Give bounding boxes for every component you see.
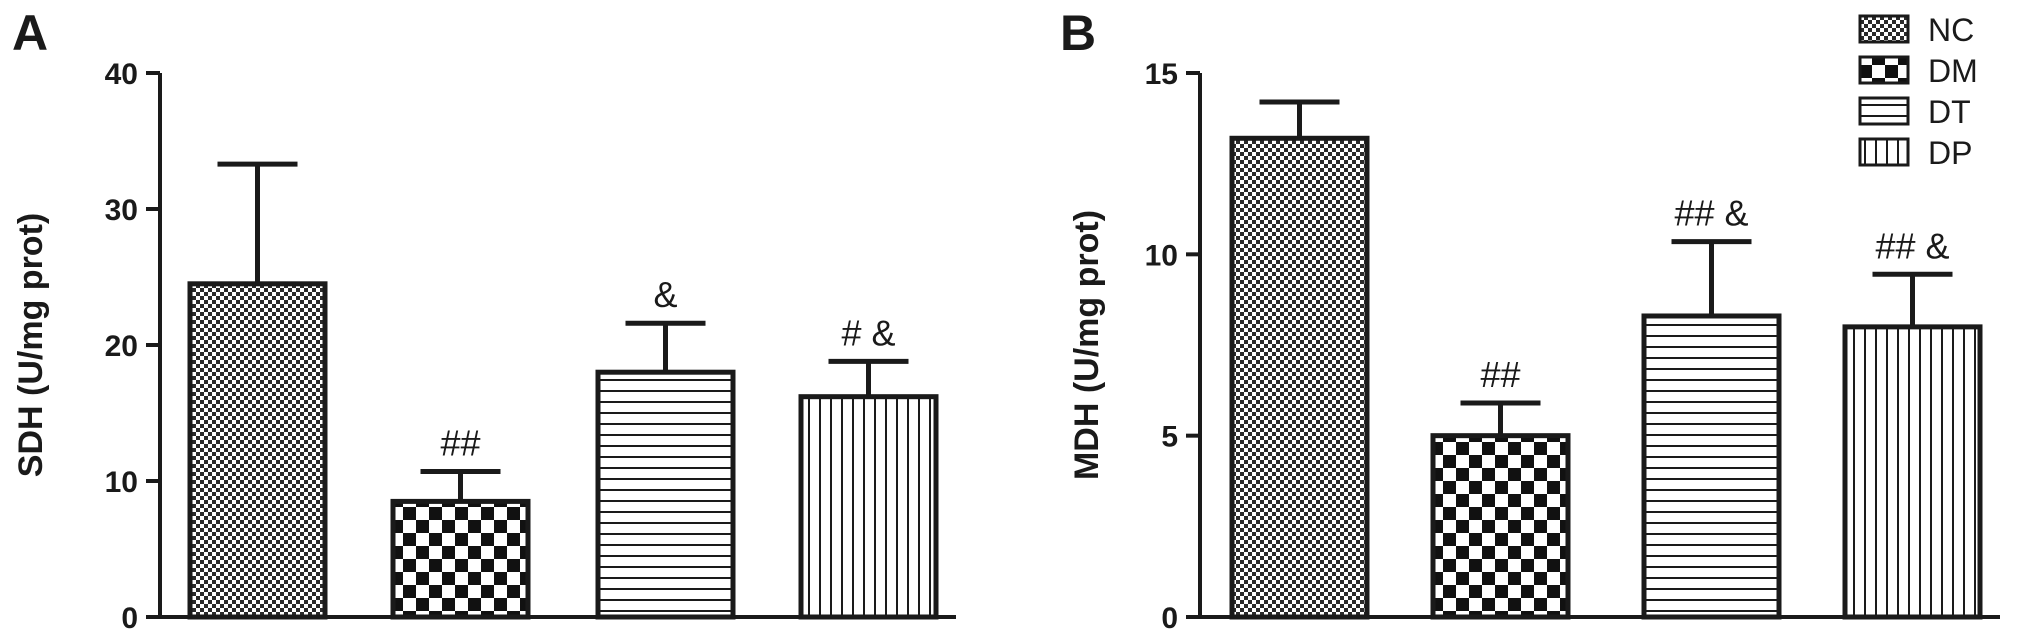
panel-a-y-tick-label: 10 [105, 466, 138, 499]
legend-label-nc: NC [1928, 12, 1974, 48]
panel-a-y-tick-label: 40 [105, 58, 138, 91]
panel-b-bar-dm [1430, 433, 1571, 620]
legend-swatch-nc [1858, 14, 1910, 44]
panel-b-y-axis-title: MDH (U/mg prot) [1068, 210, 1106, 480]
panel-b-significance-dm: ## [1480, 354, 1520, 395]
panel-b-significance-dt: ## & [1674, 193, 1748, 234]
panel-b-letter: B [1060, 5, 1096, 61]
legend-label-dt: DT [1928, 94, 1971, 130]
panel-b-bar-dt [1641, 313, 1782, 620]
panel-a-letter: A [12, 5, 48, 61]
panel-b-y-tick-label: 15 [1145, 58, 1178, 91]
panel-b-bar-dp [1842, 324, 1983, 620]
panel-b-significance-dp: ## & [1875, 225, 1949, 266]
legend-swatch-dm [1858, 55, 1910, 85]
panel-a-bar-dm [390, 498, 531, 620]
panel-a-bar-nc [187, 281, 328, 620]
panel-b-chart: B MDH (U/mg prot) 0 5 10 15 ## ## & ## & [1060, 5, 2000, 635]
legend-label-dp: DP [1928, 135, 1972, 171]
panel-a-y-axis-title: SDH (U/mg prot) [12, 213, 50, 477]
panel-a-significance-dp: # & [841, 312, 895, 353]
panel-b-y-tick-label: 10 [1145, 239, 1178, 272]
panel-a-significance-dm: ## [440, 422, 480, 463]
panel-a-y-tick-label: 30 [105, 194, 138, 227]
legend-swatch-dp [1858, 137, 1910, 167]
panel-a-significance-dt: & [653, 274, 677, 315]
panel-a-y-tick-label: 20 [105, 330, 138, 363]
panel-a-chart: A SDH (U/mg prot) 0 10 20 30 40 ## & # & [12, 5, 956, 635]
legend: NC DM DT DP [1858, 12, 1978, 171]
panel-a-bar-dp [798, 394, 939, 620]
legend-swatch-dt [1858, 96, 1910, 126]
panel-b-y-tick-label: 0 [1161, 602, 1178, 635]
panel-b-bar-nc [1229, 135, 1370, 620]
panel-a-y-tick-label: 0 [121, 602, 138, 635]
panel-b-y-tick-label: 5 [1161, 421, 1178, 454]
legend-label-dm: DM [1928, 53, 1978, 89]
panel-a-bar-dt [595, 369, 736, 620]
